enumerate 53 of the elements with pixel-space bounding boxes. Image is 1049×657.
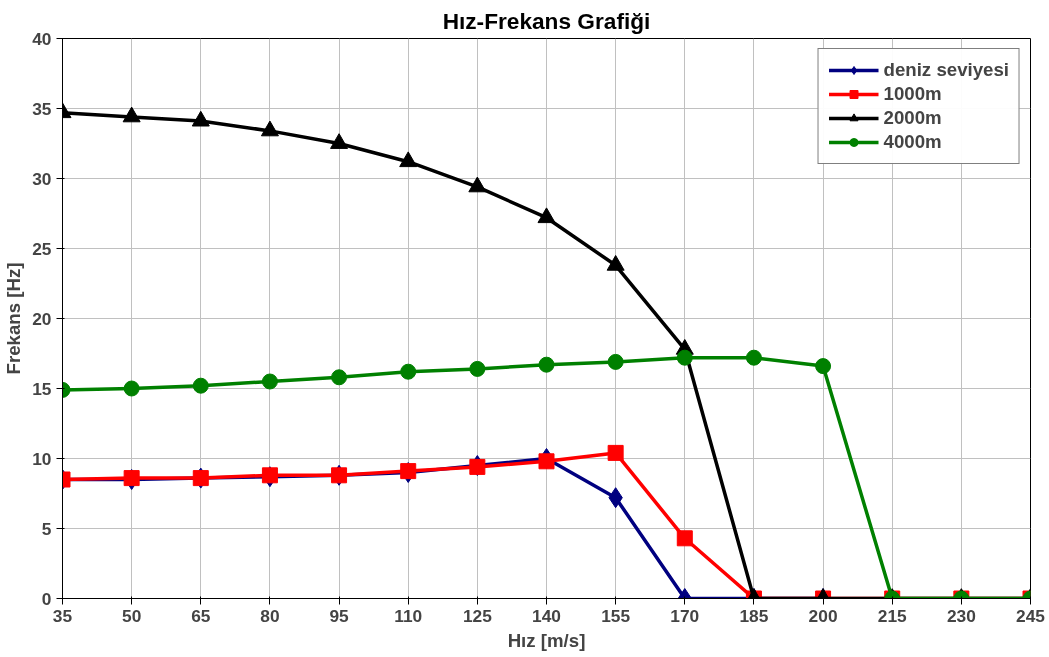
legend-label: deniz seviyesi (883, 59, 1009, 81)
x-tick-label: 155 (601, 605, 631, 626)
point (468, 176, 487, 193)
point (260, 120, 279, 137)
point (261, 373, 278, 390)
y-axis-title: Frekans [Hz] (3, 262, 25, 375)
point (538, 453, 555, 470)
y-tick-label: 0 (41, 588, 52, 609)
y-tick-label: 15 (32, 378, 52, 399)
point (192, 377, 209, 394)
legend-label: 4000m (883, 131, 942, 153)
y-tick-label: 25 (32, 238, 52, 259)
point (607, 353, 624, 370)
point (815, 358, 832, 375)
x-axis-title: Hız [m/s] (507, 629, 586, 651)
y-tick-label: 40 (32, 28, 52, 49)
x-tick-label: 185 (739, 605, 769, 626)
point (676, 349, 693, 366)
x-tick-label: 50 (122, 605, 142, 626)
point (122, 106, 141, 123)
x-tick-label: 80 (260, 605, 280, 626)
point (261, 467, 278, 484)
x-tick-label: 230 (946, 605, 976, 626)
y-tick-label: 30 (32, 168, 52, 189)
point (400, 363, 417, 380)
point (123, 380, 140, 397)
x-tick-label: 65 (191, 605, 211, 626)
y-tick-label: 35 (32, 98, 52, 119)
y-tick-label: 20 (32, 308, 52, 329)
point (191, 110, 210, 127)
point (745, 349, 762, 366)
point (537, 207, 556, 224)
chart-title: Hız-Frekans Grafiği (442, 7, 651, 34)
x-tick-label: 125 (462, 605, 493, 626)
x-tick-label: 110 (394, 605, 423, 626)
legend-label: 2000m (883, 107, 942, 129)
x-tick-label: 95 (329, 605, 350, 626)
y-tick-label: 10 (32, 448, 52, 469)
point (538, 356, 555, 373)
x-tick-label: 140 (532, 605, 561, 626)
x-tick-label: 200 (808, 605, 838, 626)
point (399, 151, 418, 168)
point (676, 530, 693, 547)
point (330, 133, 349, 149)
y-tick-label: 5 (41, 518, 52, 539)
x-tick-label: 170 (670, 605, 700, 626)
point (331, 369, 348, 386)
legend-label: 1000m (883, 83, 942, 105)
point (469, 360, 486, 377)
point (607, 444, 624, 461)
x-tick-label: 215 (877, 605, 908, 626)
point (606, 254, 625, 271)
x-tick-label: 245 (1016, 605, 1046, 626)
